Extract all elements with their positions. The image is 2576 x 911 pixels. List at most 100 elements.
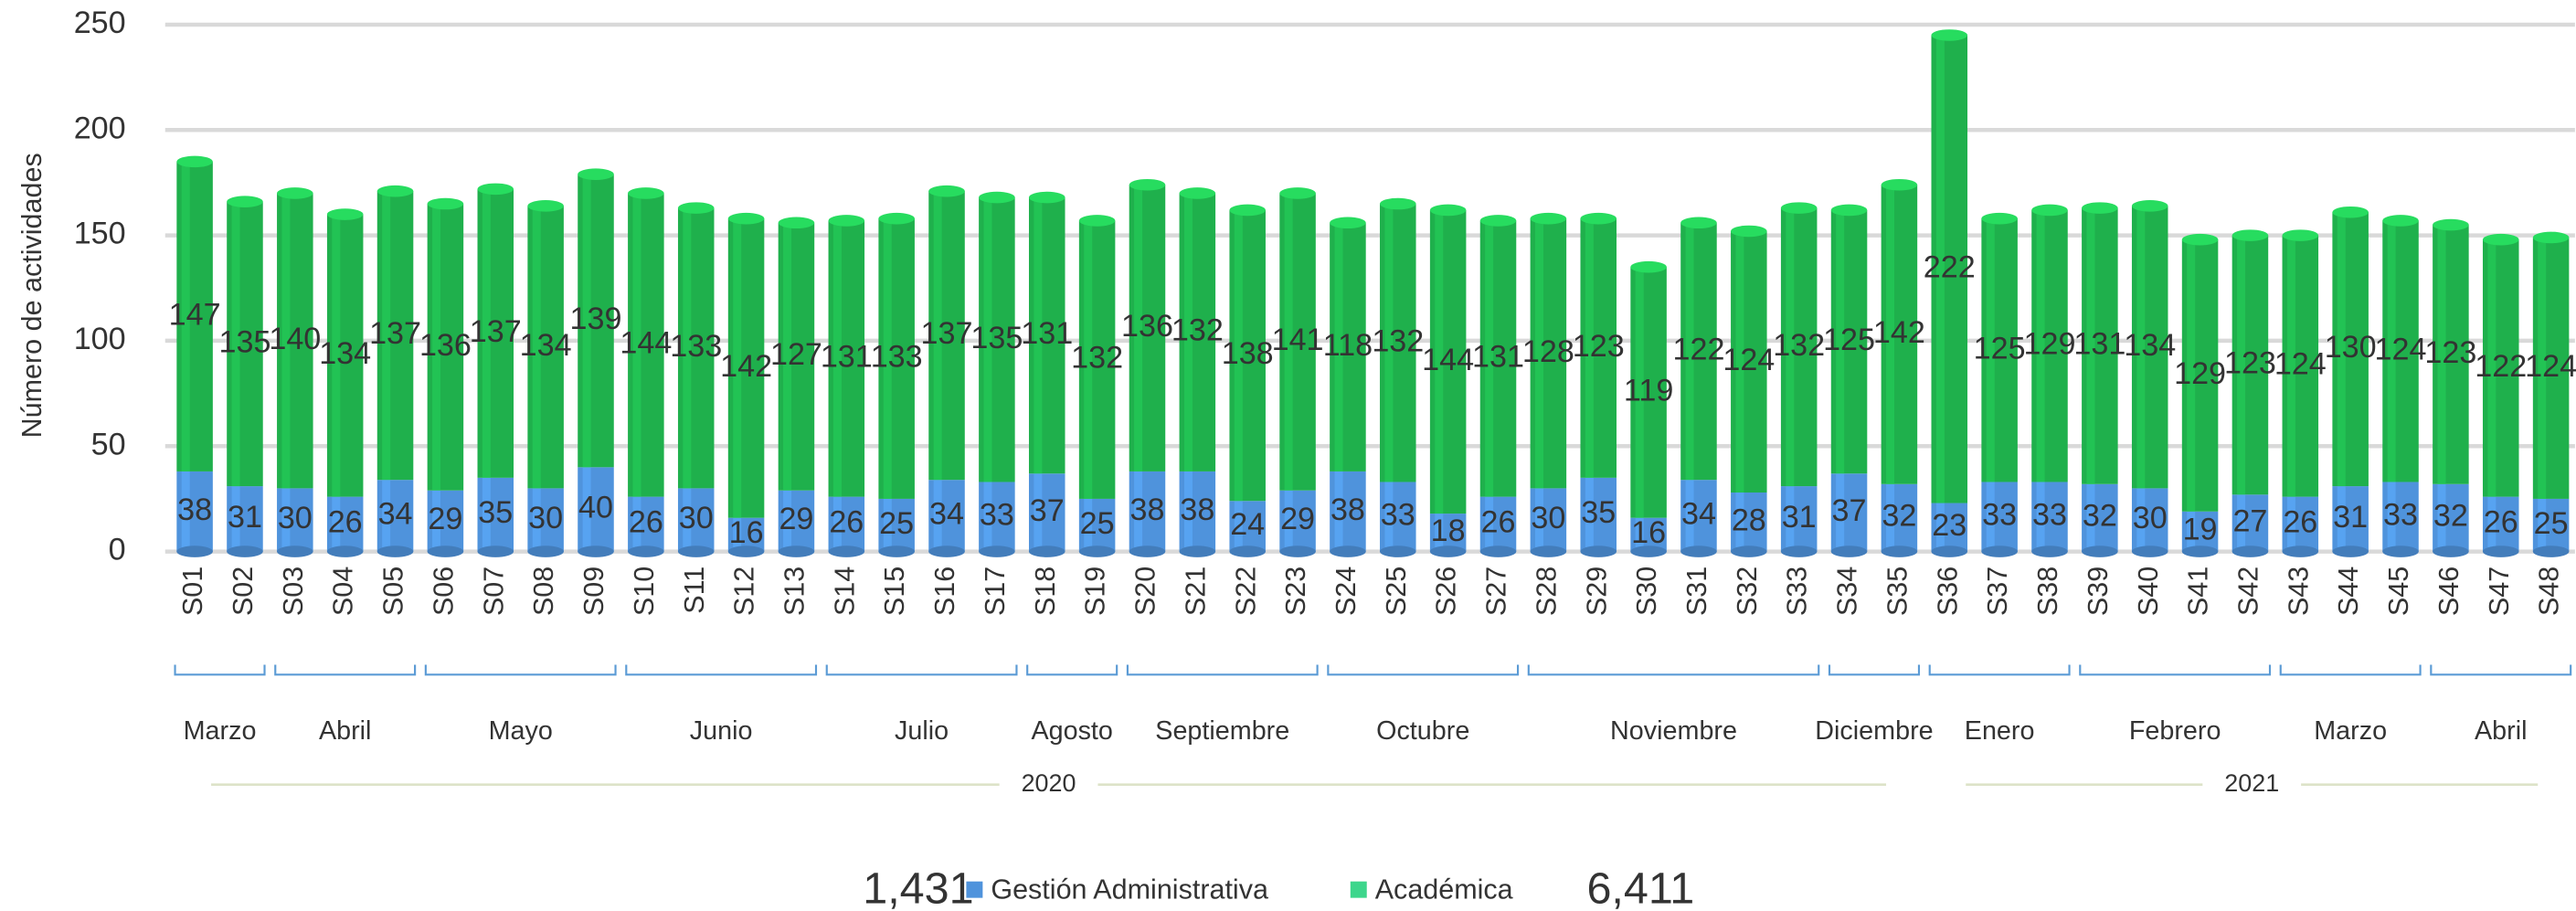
bar-shine — [2187, 239, 2196, 512]
bar-base — [2031, 546, 2068, 557]
x-tick-label: S39 — [2083, 567, 2114, 616]
bar-base — [928, 546, 965, 557]
bar-shine — [1535, 218, 1543, 489]
x-tick-label: S31 — [1681, 567, 1712, 616]
bar-shine — [983, 482, 992, 552]
bar-shine — [832, 496, 842, 552]
month-label: Febrero — [2129, 716, 2221, 746]
bar-cap — [727, 212, 765, 225]
x-tick-label: S37 — [1982, 567, 2013, 616]
bar-shine — [1034, 197, 1043, 474]
bar-shine — [582, 174, 591, 468]
bar-base — [979, 546, 1015, 557]
bar-cap — [2482, 233, 2519, 246]
bar-shine — [532, 206, 541, 489]
bar-shine — [181, 161, 190, 471]
x-tick-label: S44 — [2333, 567, 2364, 616]
bar-shine — [582, 467, 591, 552]
data-label: 37 — [1832, 493, 1867, 528]
bar-shine — [2538, 237, 2547, 499]
bar-cap — [778, 217, 815, 229]
bar-base — [376, 546, 414, 557]
month-label: Noviembre — [1610, 716, 1737, 746]
bar-cap — [1479, 215, 1517, 227]
y-tick-label: 150 — [74, 217, 126, 251]
bar-cap — [1981, 212, 2018, 225]
bar-cap — [277, 187, 313, 199]
data-label: 29 — [428, 502, 462, 536]
bar-shine — [1334, 471, 1343, 552]
bar-shine — [733, 218, 742, 518]
data-label: 134 — [319, 336, 371, 371]
bar-shine — [1084, 498, 1093, 552]
bar-shine — [632, 496, 641, 552]
bar-shine — [632, 193, 641, 497]
bar-shine — [382, 191, 391, 481]
data-label: 26 — [629, 505, 663, 540]
bar-cap — [2433, 218, 2469, 231]
bar-shine — [2136, 488, 2146, 552]
bar-shine — [1935, 35, 1945, 503]
bar-shine — [1535, 488, 1543, 552]
bar-shine — [2337, 212, 2346, 487]
month-bracket — [1327, 664, 1520, 676]
month-label: Agosto — [1031, 716, 1112, 746]
bar-base — [1830, 546, 1868, 557]
bar-shine — [1435, 209, 1444, 514]
bar-cap — [1380, 197, 1416, 210]
data-label: 136 — [1121, 309, 1173, 344]
bar-cap — [628, 187, 664, 199]
month-bracket — [1126, 664, 1319, 676]
data-label: 31 — [2333, 500, 2368, 535]
bar-cap — [1330, 217, 1366, 229]
x-tick-label: S34 — [1832, 567, 1863, 616]
month-bracket — [1026, 664, 1118, 676]
month-bracket — [625, 664, 818, 676]
x-tick-label: S33 — [1782, 567, 1813, 616]
data-label: 33 — [2032, 498, 2067, 533]
bar-base — [427, 546, 464, 557]
bar-cap — [677, 202, 715, 214]
bar-cap — [326, 208, 364, 220]
data-label: 35 — [1581, 495, 1616, 530]
data-label: 27 — [2232, 503, 2267, 538]
data-label: 135 — [218, 324, 270, 359]
bar-base — [1028, 546, 1065, 557]
data-label: 26 — [1481, 505, 1516, 540]
bar-cap — [1630, 260, 1667, 273]
data-label: 132 — [1372, 323, 1424, 358]
month-bracket — [424, 664, 617, 676]
x-tick-label: S23 — [1280, 567, 1311, 616]
data-label: 138 — [1222, 336, 1274, 371]
x-tick-label: S12 — [729, 567, 760, 616]
bar-base — [1931, 546, 1968, 557]
data-label: 122 — [2475, 349, 2527, 384]
data-label: 123 — [2424, 335, 2476, 370]
data-label: 132 — [1171, 313, 1224, 348]
bar-shine — [2086, 483, 2095, 552]
bar-shine — [1183, 471, 1193, 552]
x-tick-label: S42 — [2233, 567, 2264, 616]
bar-cap — [1881, 178, 1918, 191]
bar-base — [628, 546, 664, 557]
bar-shine — [1786, 207, 1795, 487]
data-label: 30 — [679, 501, 714, 535]
bar-shine — [2387, 220, 2396, 482]
data-label: 132 — [1071, 341, 1123, 376]
bar-cap — [1028, 191, 1065, 204]
data-label: 32 — [2433, 499, 2468, 534]
bar-cap — [2181, 233, 2219, 246]
bar-shine — [2036, 209, 2045, 482]
month-bracket — [2279, 664, 2422, 676]
bar-base — [1129, 546, 1166, 557]
bar-base — [1780, 546, 1818, 557]
data-label: 144 — [620, 326, 672, 361]
bar-base — [1479, 546, 1517, 557]
bar-shine — [2437, 483, 2446, 552]
bar-cap — [1780, 202, 1818, 214]
bar-shine — [382, 480, 391, 552]
bar-base — [878, 546, 915, 557]
data-label: 30 — [1531, 501, 1565, 535]
